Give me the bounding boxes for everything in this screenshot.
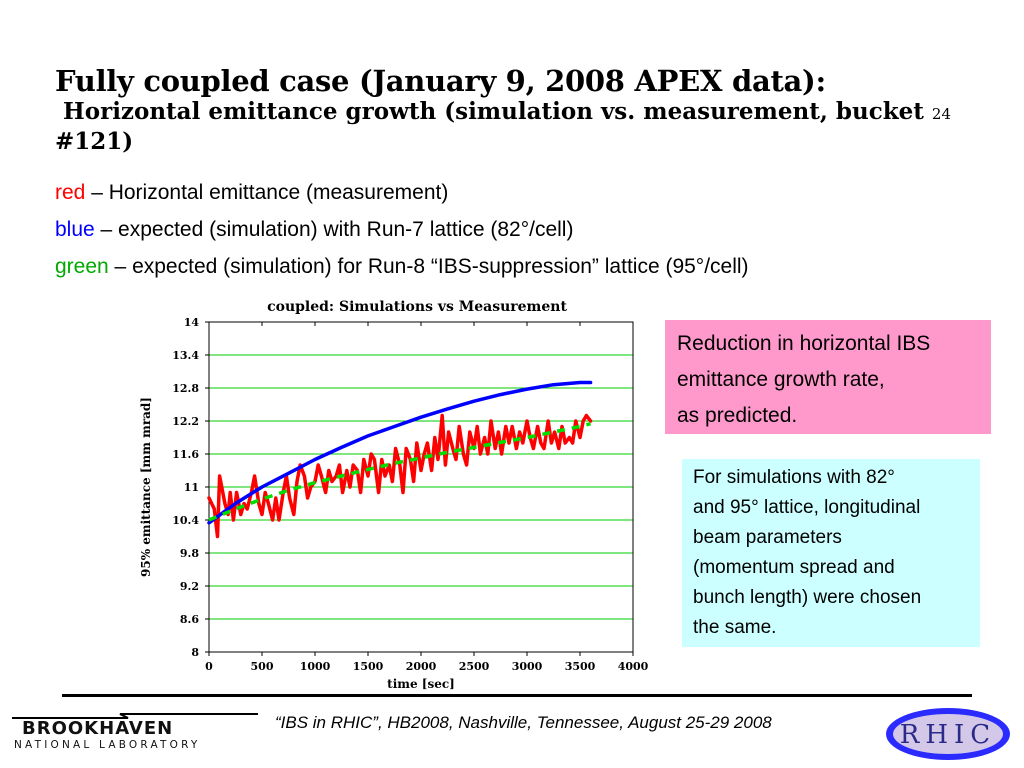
x-tick-label: 2000 <box>406 660 437 673</box>
axis-ticks: 8 8.6 9.2 9.8 10.4 11 11.6 12.2 12.8 13.4 14 0 500 10… <box>172 316 648 673</box>
legend-text-red: – Horizontal emittance (measurement) <box>85 181 449 204</box>
logo-national-lab-text: NATIONAL LABORATORY <box>14 739 201 751</box>
series-lines <box>207 380 593 539</box>
gridlines <box>209 354 633 620</box>
x-tick-label: 2500 <box>459 660 490 673</box>
title-line-1: Fully coupled case (January 9, 2008 APEX… <box>55 64 826 98</box>
simulation-note-line: bunch length) were chosen <box>693 587 922 608</box>
y-tick-label: 10.4 <box>172 514 199 527</box>
simulation-note-line: For simulations with 82° <box>693 467 895 488</box>
y-tick-label: 13.4 <box>172 349 199 362</box>
legend-word-green: green <box>55 255 109 278</box>
reduction-note-line: Reduction in horizontal IBS <box>677 332 931 355</box>
page-number: 24 <box>931 105 952 123</box>
reduction-note-box: Reduction in horizontal IBS emittance gr… <box>665 320 991 434</box>
brookhaven-logo: BROOKHAVEN NATIONAL LABORATORY <box>12 713 258 751</box>
series-blue <box>207 380 593 525</box>
reduction-note-line: as predicted. <box>677 404 798 427</box>
legend-line-red: red – Horizontal emittance (measurement) <box>55 174 749 211</box>
y-tick-label: 9.8 <box>180 547 199 560</box>
legend-word-red: red <box>55 181 86 204</box>
emittance-chart: coupled: Simulations vs Measurement 8 8.6… <box>139 299 649 691</box>
y-axis-label: 95% emittance [mm mrad] <box>139 397 153 577</box>
reduction-note-line: emittance growth rate, <box>677 368 885 391</box>
rhic-logo-inner-ellipse <box>893 714 1003 754</box>
rhic-logo: RHIC <box>886 708 1010 760</box>
footer-divider <box>62 694 972 697</box>
y-tick-label: 9.2 <box>180 580 199 593</box>
y-tick-label: 11 <box>184 481 199 494</box>
legend-line-green: green – expected (simulation) for Run-8 … <box>55 248 749 285</box>
title-line-2: Horizontal emittance growth (simulation … <box>55 98 955 128</box>
simulation-note-line: the same. <box>693 617 777 638</box>
x-axis-label: time [sec] <box>387 677 455 691</box>
x-tick-label: 3500 <box>565 660 596 673</box>
footer-citation: “IBS in RHIC”, HB2008, Nashville, Tennes… <box>275 713 772 732</box>
simulation-note-line: (momentum spread and <box>693 557 895 578</box>
legend-word-blue: blue <box>55 218 95 241</box>
x-tick-label: 3000 <box>512 660 543 673</box>
title-line-2-text: Horizontal emittance growth (simulation … <box>63 98 924 125</box>
simulation-note-line: beam parameters <box>693 527 842 548</box>
legend-text-blue: – expected (simulation) with Run-7 latti… <box>94 218 574 241</box>
legend-line-blue: blue – expected (simulation) with Run-7 … <box>55 211 749 248</box>
simulation-note-box: For simulations with 82° and 95° lattice… <box>682 459 980 647</box>
logo-brookhaven-text: BROOKHAVEN <box>22 718 173 739</box>
simulation-note-line: and 95° lattice, longitudinal <box>693 497 921 518</box>
title-line-3: #121) <box>55 128 134 155</box>
logo-swoosh-icon <box>12 713 258 719</box>
x-tick-label: 500 <box>251 660 274 673</box>
y-tick-label: 12.8 <box>172 382 199 395</box>
chart-title: coupled: Simulations vs Measurement <box>267 299 567 315</box>
slide-title: Fully coupled case (January 9, 2008 APEX… <box>55 64 955 155</box>
y-tick-label: 11.6 <box>172 448 199 461</box>
series-red <box>207 413 593 539</box>
rhic-logo-text: RHIC <box>900 720 996 750</box>
x-tick-label: 1500 <box>353 660 384 673</box>
y-tick-label: 14 <box>184 316 200 329</box>
y-tick-label: 12.2 <box>172 415 199 428</box>
x-tick-label: 1000 <box>300 660 331 673</box>
y-tick-label: 8 <box>191 646 199 659</box>
color-legend: red – Horizontal emittance (measurement)… <box>55 174 749 285</box>
x-tick-label: 0 <box>205 660 213 673</box>
legend-text-green: – expected (simulation) for Run-8 “IBS-s… <box>108 255 749 278</box>
x-tick-label: 4000 <box>618 660 649 673</box>
y-tick-label: 8.6 <box>180 613 199 626</box>
